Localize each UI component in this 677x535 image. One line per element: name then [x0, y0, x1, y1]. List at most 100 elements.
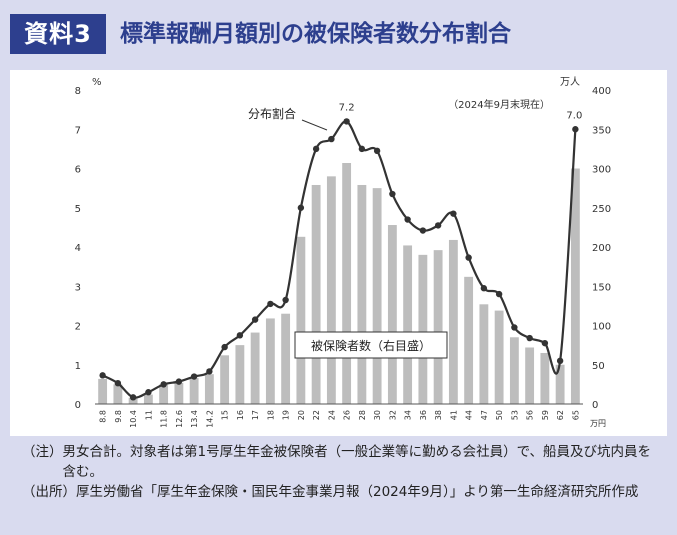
line-series-label: 分布割合 [248, 106, 296, 121]
y-right-tick-label: 50 [592, 361, 605, 372]
y-left-unit: % [92, 77, 102, 88]
bar [433, 250, 443, 404]
header: 資料3 標準報酬月額別の被保険者数分布割合 [0, 0, 677, 68]
y-left-tick-label: 6 [75, 165, 81, 176]
bar [250, 332, 260, 404]
ratio-point [160, 381, 167, 388]
line-label-leader [301, 119, 328, 131]
y-right-tick-label: 400 [592, 86, 611, 97]
bar [113, 384, 123, 404]
ratio-point [358, 145, 366, 153]
bar-series-label: 被保険者数（右目盛） [311, 338, 431, 353]
y-left-tick-label: 4 [75, 243, 81, 254]
ratio-point [511, 324, 518, 331]
bar [418, 254, 428, 404]
note-head: （注） [22, 444, 63, 460]
source-head: （出所） [22, 484, 76, 500]
x-tick-label: 17 [251, 410, 260, 420]
x-tick-label: 28 [358, 410, 367, 420]
y-left-tick-label: 5 [75, 204, 81, 215]
ratio-point [541, 339, 549, 347]
bar [403, 245, 413, 404]
bar [494, 310, 504, 404]
x-tick-label: 15 [221, 410, 230, 420]
ratio-point [312, 145, 320, 153]
ratio-point [221, 343, 228, 351]
bar-series-label-box [294, 331, 448, 359]
ratio-point [495, 290, 503, 298]
y-left-tick-label: 2 [75, 322, 81, 333]
bar [448, 239, 458, 404]
ratio-point [282, 296, 289, 304]
ratio-point [267, 300, 274, 308]
bar [464, 276, 474, 404]
x-axis-unit: 万円 [590, 419, 606, 428]
page-title: 標準報酬月額別の被保険者数分布割合 [120, 21, 511, 47]
y-left-tick-label: 7 [75, 125, 81, 136]
ratio-point [129, 394, 137, 401]
y-right-tick-label: 200 [592, 243, 611, 254]
ratio-point [556, 357, 564, 365]
y-right-tick-label: 350 [592, 125, 611, 136]
ratio-point [297, 204, 305, 211]
y-right-tick-label: 150 [592, 282, 611, 293]
note-row: （注） 男女合計。対象者は第1号厚生年金被保険者（一般企業等に勤める会社員）で、… [22, 442, 662, 482]
x-tick-label: 59 [541, 410, 550, 420]
y-left-tick-label: 3 [75, 282, 81, 293]
bar [525, 347, 535, 404]
ratio-point [99, 372, 106, 379]
x-tick-label: 18 [266, 410, 275, 420]
note-text: 男女合計。対象者は第1号厚生年金被保険者（一般企業等に勤める会社員）で、船員及び… [62, 444, 652, 480]
ratio-point [480, 285, 488, 292]
bar [265, 318, 275, 404]
bar [235, 345, 245, 404]
x-tick-label: 36 [419, 410, 428, 420]
x-tick-label: 8.8 [99, 410, 108, 423]
end-value-label: 7.0 [566, 110, 582, 121]
ratio-point [419, 227, 427, 234]
bar [387, 225, 397, 404]
x-tick-label: 38 [434, 410, 443, 420]
bar [143, 394, 153, 404]
bar [326, 176, 336, 404]
notes: （注） 男女合計。対象者は第1号厚生年金被保険者（一般企業等に勤める会社員）で、… [22, 442, 662, 502]
ratio-point [450, 210, 457, 217]
ratio-point [389, 190, 396, 198]
y-left-tick-label: 8 [75, 86, 81, 97]
bar [311, 184, 321, 404]
x-tick-label: 16 [236, 410, 245, 420]
bar [509, 337, 519, 404]
x-tick-label: 24 [327, 410, 336, 420]
x-tick-label: 20 [297, 410, 306, 420]
bar [174, 382, 184, 404]
bar [204, 374, 214, 404]
x-tick-label: 56 [526, 410, 535, 420]
ratio-point [251, 316, 259, 323]
x-tick-label: 19 [282, 410, 291, 420]
bar [296, 236, 306, 404]
x-tick-label: 62 [556, 410, 565, 420]
x-tick-label: 22 [312, 410, 321, 420]
date-note: （2024年9月末現在） [448, 98, 550, 111]
y-right-tick-label: 0 [592, 400, 598, 411]
bar [128, 397, 138, 404]
bar [98, 378, 108, 404]
bar [189, 378, 199, 404]
ratio-point [343, 118, 350, 125]
x-tick-label: 44 [465, 410, 474, 420]
bar [357, 184, 367, 404]
bar [220, 355, 230, 404]
x-tick-label: 11 [144, 410, 153, 420]
ratio-point [328, 135, 335, 143]
ratio-point [114, 379, 122, 387]
source-row: （出所） 厚生労働省「厚生年金保険・国民年金事業月報（2024年9月）」より第一… [22, 482, 662, 502]
bar [159, 384, 169, 404]
bar [479, 304, 489, 404]
document-badge: 資料3 [10, 14, 106, 54]
ratio-point [206, 368, 213, 375]
y-right-tick-label: 100 [592, 322, 611, 333]
x-tick-label: 12.6 [175, 410, 184, 428]
ratio-point [373, 147, 381, 155]
bar [555, 364, 565, 404]
